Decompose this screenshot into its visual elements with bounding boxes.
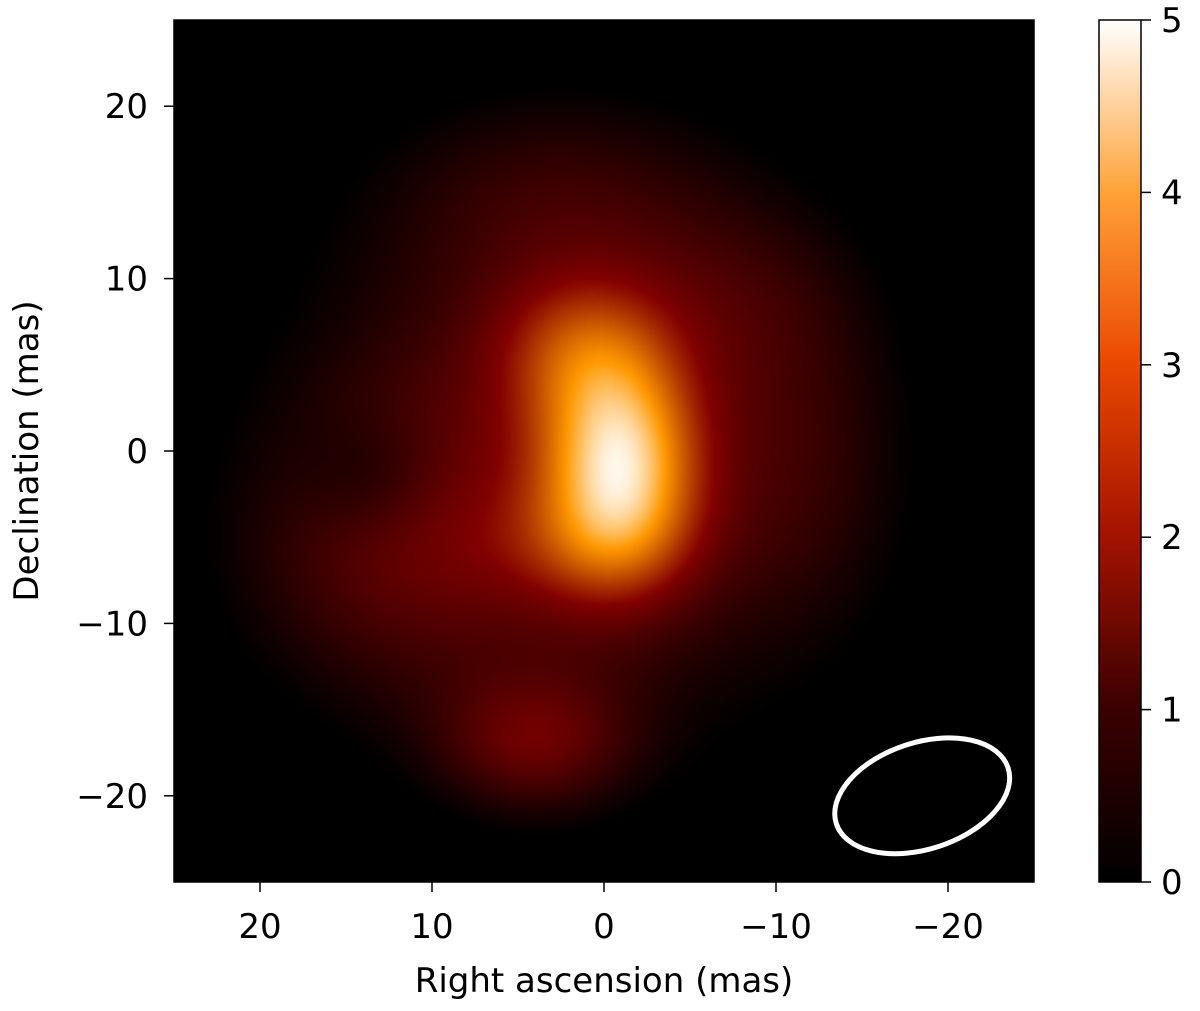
heatmap-container bbox=[174, 20, 1034, 882]
colorbar-axis: 0 1 2 3 4 5 bbox=[1141, 1, 1183, 903]
beam-ellipse bbox=[832, 735, 1013, 857]
x-tick-label: −20 bbox=[912, 907, 984, 947]
y-tick-label: 0 bbox=[126, 432, 148, 472]
x-tick-label: 0 bbox=[593, 907, 615, 947]
colorbar bbox=[1099, 20, 1141, 882]
x-axis: 20 10 0 −10 −20 bbox=[238, 882, 984, 947]
y-tick-label: 20 bbox=[105, 87, 148, 127]
colorbar-tick-label: 0 bbox=[1161, 863, 1183, 903]
x-tick-label: 20 bbox=[238, 907, 281, 947]
y-axis: 20 10 0 −10 −20 bbox=[76, 87, 174, 817]
colorbar-tick-label: 5 bbox=[1161, 1, 1183, 41]
x-tick-label: −10 bbox=[740, 907, 812, 947]
y-tick-label: −20 bbox=[76, 777, 148, 817]
y-tick-label: −10 bbox=[76, 604, 148, 644]
colorbar-frame bbox=[1098, 19, 1142, 883]
y-tick-label: 10 bbox=[105, 260, 148, 300]
colorbar-tick-label: 2 bbox=[1161, 518, 1183, 558]
colorbar-tick-label: 3 bbox=[1161, 346, 1183, 386]
colorbar-tick-label: 1 bbox=[1161, 691, 1183, 731]
y-axis-label: Declination (mas) bbox=[7, 300, 47, 601]
colorbar-tick-label: 4 bbox=[1161, 173, 1183, 213]
heatmap-image bbox=[174, 20, 1034, 882]
x-axis-label: Right ascension (mas) bbox=[415, 961, 794, 1001]
x-tick-label: 10 bbox=[410, 907, 453, 947]
